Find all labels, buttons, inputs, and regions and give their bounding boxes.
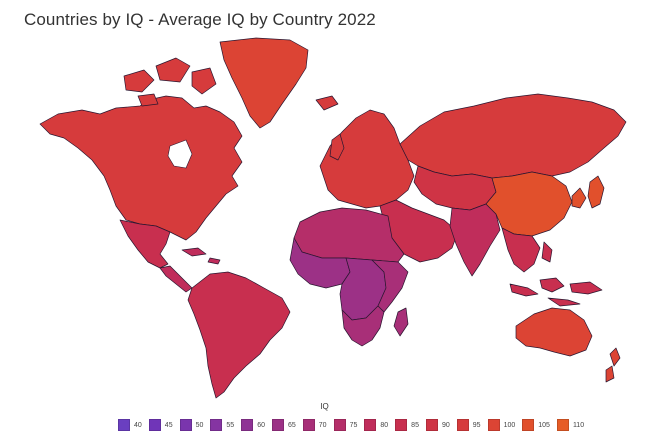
- legend-item[interactable]: 100: [487, 419, 516, 431]
- legend-label: 50: [195, 421, 204, 429]
- legend-swatch: [522, 419, 535, 431]
- legend-swatch: [425, 419, 438, 431]
- legend-item[interactable]: 60: [241, 419, 265, 431]
- region-europe[interactable]: [319, 109, 415, 209]
- legend-label: 90: [441, 421, 450, 429]
- legend-label: 100: [503, 421, 516, 429]
- region-arctic-islands[interactable]: [123, 57, 217, 107]
- legend-item[interactable]: 45: [148, 419, 173, 431]
- region-southern-africa[interactable]: [341, 305, 385, 347]
- region-southeast-asia[interactable]: [501, 227, 553, 273]
- legend-swatch: [333, 419, 346, 431]
- world-map[interactable]: [20, 36, 630, 400]
- legend-label: 75: [349, 421, 358, 429]
- hudson-bay: [167, 139, 193, 169]
- legend-item[interactable]: 85: [395, 419, 419, 431]
- legend-swatch: [364, 419, 377, 431]
- legend-swatch: [210, 419, 223, 431]
- world-map-svg: [39, 37, 627, 399]
- legend-label: 110: [572, 421, 585, 429]
- legend-item[interactable]: 50: [179, 419, 204, 431]
- legend-item[interactable]: 75: [333, 419, 358, 431]
- region-uk[interactable]: [329, 133, 345, 161]
- legend-label: 45: [164, 421, 173, 429]
- legend-item[interactable]: 95: [456, 419, 481, 431]
- region-madagascar[interactable]: [393, 307, 409, 337]
- region-north-america[interactable]: [39, 95, 243, 241]
- legend-swatch: [118, 419, 130, 431]
- legend-label: 60: [257, 421, 265, 429]
- legend-item[interactable]: 80: [364, 419, 388, 431]
- legend-item[interactable]: 90: [425, 419, 450, 431]
- legend-item[interactable]: 105: [522, 419, 550, 431]
- region-new-zealand[interactable]: [605, 347, 621, 383]
- region-indonesia[interactable]: [509, 277, 603, 307]
- legend-item[interactable]: 40: [118, 419, 142, 431]
- legend-swatch: [179, 419, 192, 431]
- legend-title: IQ: [320, 402, 329, 411]
- legend-label: 65: [287, 421, 296, 429]
- legend-label: 40: [134, 421, 142, 429]
- region-mexico[interactable]: [119, 219, 171, 269]
- legend: 40 45 50 55 60 65 70 75 80 85 90 95 100 105 110: [118, 418, 591, 432]
- region-australia[interactable]: [515, 307, 593, 357]
- region-russia[interactable]: [399, 93, 627, 179]
- legend-swatch: [556, 419, 569, 431]
- legend-swatch: [487, 419, 500, 431]
- legend-label: 70: [318, 421, 327, 429]
- legend-swatch: [271, 419, 284, 431]
- legend-label: 105: [538, 421, 550, 429]
- legend-swatch: [241, 419, 254, 431]
- legend-item[interactable]: 70: [302, 419, 327, 431]
- legend-swatch: [456, 419, 469, 431]
- region-greenland[interactable]: [219, 37, 309, 129]
- chart-title: Countries by IQ - Average IQ by Country …: [24, 10, 376, 29]
- region-central-america[interactable]: [159, 247, 221, 293]
- legend-label: 85: [411, 421, 419, 429]
- legend-item[interactable]: 65: [271, 419, 296, 431]
- region-japan-korea[interactable]: [571, 175, 605, 209]
- region-south-america[interactable]: [187, 271, 291, 399]
- region-iceland[interactable]: [315, 95, 339, 111]
- legend-label: 95: [472, 421, 481, 429]
- legend-label: 80: [380, 421, 389, 429]
- legend-label: 55: [226, 421, 235, 429]
- legend-item[interactable]: 110: [556, 419, 585, 431]
- region-north-africa[interactable]: [293, 207, 405, 263]
- region-east-africa[interactable]: [371, 259, 409, 313]
- legend-item[interactable]: 55: [210, 419, 234, 431]
- legend-swatch: [395, 419, 408, 431]
- legend-swatch: [302, 419, 315, 431]
- legend-swatch: [148, 419, 161, 431]
- region-south-asia[interactable]: [449, 203, 501, 277]
